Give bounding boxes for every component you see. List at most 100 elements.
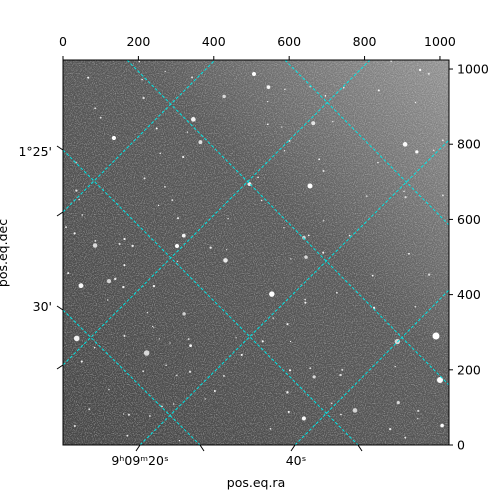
- star: [324, 95, 327, 97]
- star: [284, 88, 286, 91]
- star: [142, 370, 145, 373]
- frame: [62, 59, 450, 446]
- star: [312, 375, 316, 379]
- star: [182, 312, 186, 316]
- star: [304, 255, 308, 259]
- star: [123, 237, 126, 241]
- star: [181, 233, 186, 238]
- ra-tick-label: 40ˢ: [286, 453, 307, 468]
- star: [123, 334, 126, 337]
- star: [114, 277, 117, 281]
- star: [283, 227, 285, 229]
- star: [377, 161, 379, 164]
- star: [309, 367, 312, 370]
- star: [389, 427, 392, 431]
- star: [178, 439, 181, 442]
- star: [266, 85, 271, 89]
- wcs-grid-line: [139, 139, 449, 445]
- star: [257, 176, 259, 179]
- star: [372, 306, 376, 309]
- star: [153, 327, 155, 329]
- wcs-ticks: [56, 145, 363, 452]
- star: [442, 139, 444, 142]
- y-tick-label: 200: [457, 362, 481, 377]
- star: [190, 76, 194, 79]
- star: [340, 413, 342, 416]
- star: [87, 76, 90, 79]
- star: [209, 246, 212, 249]
- star: [365, 195, 368, 197]
- star: [441, 194, 444, 197]
- star: [187, 338, 190, 341]
- star: [252, 72, 256, 76]
- star: [402, 142, 408, 147]
- star: [106, 278, 112, 284]
- star: [146, 311, 149, 314]
- star: [118, 242, 121, 245]
- star: [440, 423, 444, 428]
- star: [404, 436, 407, 439]
- star: [281, 126, 283, 128]
- star: [408, 252, 410, 255]
- y-tick-label: 600: [457, 212, 481, 227]
- star: [80, 360, 83, 363]
- star: [138, 60, 141, 63]
- star: [186, 131, 189, 133]
- ra-tick-label: 9ʰ09ᵐ20ˢ: [111, 453, 168, 468]
- star: [269, 291, 275, 297]
- star: [339, 373, 342, 377]
- star: [235, 337, 237, 339]
- star: [175, 244, 179, 248]
- star: [394, 366, 396, 368]
- star: [307, 234, 310, 237]
- star: [341, 368, 344, 371]
- star: [222, 94, 226, 99]
- y-axis-label: pos.eq.dec: [0, 219, 10, 287]
- star: [182, 155, 185, 159]
- star: [427, 273, 431, 276]
- star: [352, 408, 358, 413]
- star: [287, 410, 290, 413]
- wcs-grid-line: [63, 149, 359, 445]
- star: [171, 199, 174, 202]
- star: [403, 190, 405, 193]
- wcs-grid-line: [284, 60, 449, 226]
- star: [266, 100, 269, 103]
- x-tick-label: 400: [202, 34, 226, 49]
- star: [371, 274, 374, 277]
- star: [437, 377, 443, 383]
- star: [418, 68, 422, 72]
- star: [311, 121, 316, 126]
- star: [290, 258, 292, 260]
- x-axis-label: pos.eq.ra: [227, 475, 285, 490]
- dec-tick-label: 30': [33, 299, 52, 314]
- star: [226, 249, 228, 251]
- star: [155, 127, 158, 130]
- star: [415, 150, 419, 154]
- x-tick-label: 600: [277, 34, 301, 49]
- star: [94, 239, 97, 242]
- star: [335, 291, 338, 294]
- star: [152, 284, 156, 288]
- star: [318, 158, 321, 161]
- star: [158, 338, 161, 340]
- star: [141, 78, 143, 81]
- star: [176, 260, 179, 263]
- star: [165, 364, 167, 366]
- star: [322, 219, 325, 222]
- star: [176, 374, 178, 377]
- star: [377, 89, 380, 92]
- star: [73, 335, 80, 342]
- star: [269, 427, 272, 430]
- star: [176, 217, 180, 220]
- y-tick-label: 0: [457, 438, 465, 453]
- star: [127, 413, 130, 416]
- wcs-grid-line: [63, 60, 216, 213]
- star: [123, 413, 125, 415]
- x-tick-label: 0: [59, 34, 67, 49]
- star: [432, 149, 435, 151]
- star: [266, 123, 269, 126]
- star: [143, 350, 150, 356]
- star: [94, 107, 97, 110]
- image-background: [63, 60, 449, 445]
